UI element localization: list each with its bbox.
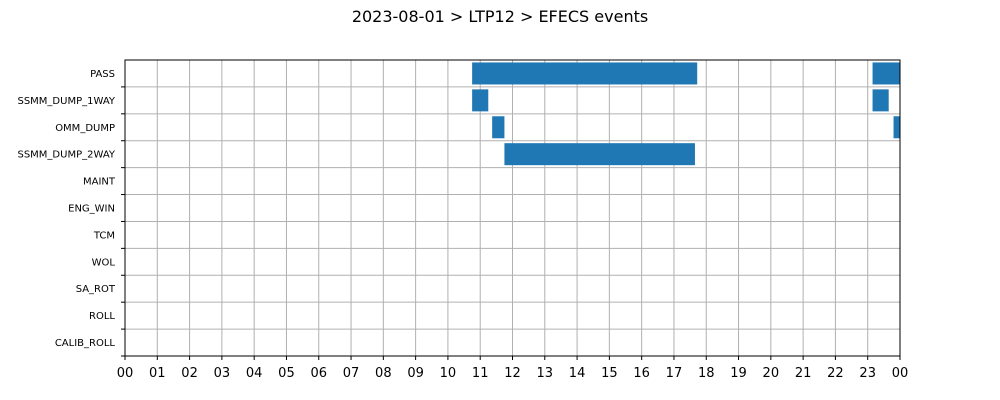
x-tick-label: 02 — [181, 366, 198, 381]
x-tick-label: 15 — [601, 366, 618, 381]
event-bar — [872, 89, 889, 112]
x-tick-label: 10 — [440, 366, 457, 381]
x-tick-label: 13 — [537, 366, 554, 381]
x-tick-label: 11 — [472, 366, 489, 381]
event-bars — [472, 62, 900, 166]
y-tick-label: SA_ROT — [76, 284, 116, 295]
event-bar — [504, 143, 695, 166]
y-tick-label: SSMM_DUMP_1WAY — [17, 96, 115, 107]
event-bar — [872, 62, 900, 85]
x-tick-label: 20 — [763, 366, 780, 381]
x-tick-label: 23 — [859, 366, 876, 381]
x-tick-label: 08 — [375, 366, 392, 381]
x-tick-label: 01 — [149, 366, 166, 381]
y-tick-label: ENG_WIN — [68, 204, 115, 215]
event-bar — [492, 116, 505, 139]
x-tick-label: 07 — [343, 366, 360, 381]
y-tick-label: OMM_DUMP — [55, 123, 115, 134]
event-bar — [472, 62, 698, 85]
grid — [124, 60, 901, 356]
y-tick-label: ROLL — [89, 311, 115, 322]
x-tick-label: 17 — [666, 366, 683, 381]
x-tick-label: 04 — [246, 366, 263, 381]
x-tick-label: 09 — [407, 366, 424, 381]
x-tick-label: 05 — [278, 366, 295, 381]
y-tick-label: MAINT — [83, 177, 116, 188]
x-tick-label: 19 — [730, 366, 747, 381]
x-tick-label: 16 — [633, 366, 650, 381]
y-axis: PASS SSMM_DUMP_1WAY OMM_DUMP SSMM_DUMP_2WAY… — [17, 69, 125, 357]
x-tick-label: 22 — [827, 366, 844, 381]
x-tick-label: 03 — [214, 366, 231, 381]
x-axis: 00 01 02 03 04 05 06 07 08 09 10 11 12 13 14 15 16 17 18 19… — [117, 356, 909, 381]
y-tick-label: PASS — [90, 69, 115, 80]
x-tick-label: 21 — [795, 366, 812, 381]
event-bar — [893, 116, 900, 139]
y-tick-label: SSMM_DUMP_2WAY — [17, 150, 115, 161]
event-bar — [472, 89, 489, 112]
y-tick-label: TCM — [93, 230, 115, 241]
y-tick-label: CALIB_ROLL — [55, 338, 116, 349]
x-tick-label: 14 — [569, 366, 586, 381]
x-tick-label: 06 — [310, 366, 327, 381]
x-tick-label: 18 — [698, 366, 715, 381]
x-tick-label: 12 — [504, 366, 521, 381]
chart-title: 2023-08-01 > LTP12 > EFECS events — [352, 7, 648, 26]
x-tick-label: 00 — [892, 366, 909, 381]
x-tick-label: 00 — [117, 366, 134, 381]
y-tick-label: WOL — [92, 257, 116, 268]
